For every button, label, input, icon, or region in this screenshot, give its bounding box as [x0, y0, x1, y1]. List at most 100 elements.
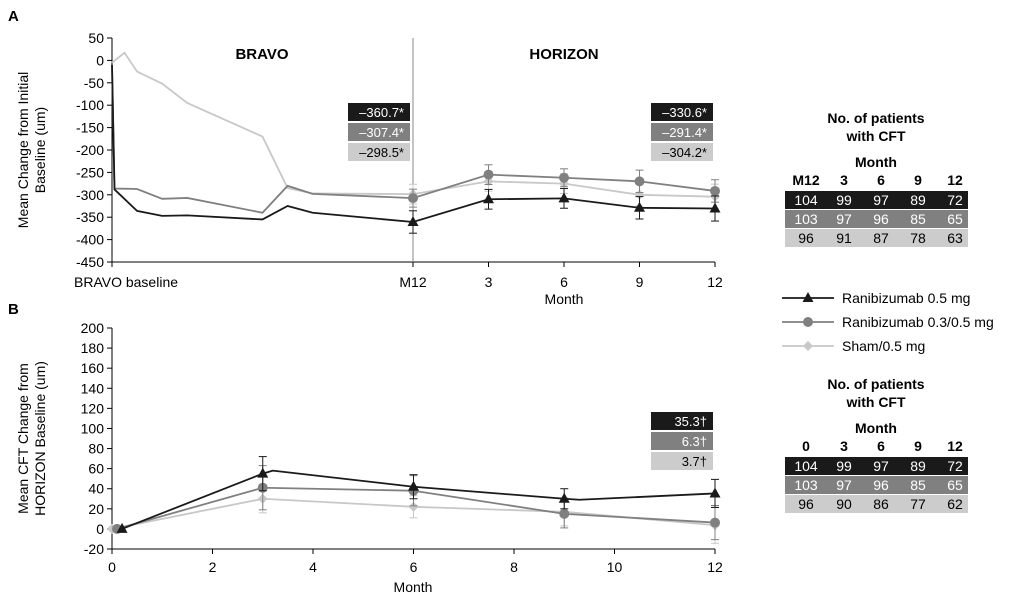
data-point	[709, 487, 721, 498]
x-tick-label: 10	[607, 559, 623, 575]
annotation-m12-box	[348, 143, 410, 161]
table-header: 3	[840, 438, 848, 454]
series-triangle	[116, 456, 721, 533]
annotation-month-12-box	[651, 432, 713, 450]
legend: Ranibizumab 0.5 mg Ranibizumab 0.3/0.5 mg…	[782, 290, 994, 354]
x-tick-label: 12	[707, 559, 723, 575]
data-point	[558, 492, 570, 503]
table-cell: 97	[873, 458, 889, 474]
data-point	[257, 467, 269, 478]
table-row	[785, 495, 968, 513]
data-point	[710, 517, 720, 528]
y-tick-label: -400	[76, 232, 104, 248]
table-cell: 78	[910, 230, 926, 246]
table-cell: 103	[794, 211, 818, 227]
series-circle	[111, 64, 720, 214]
y-tick-label: -350	[76, 209, 104, 225]
x-tick-label: 2	[209, 559, 217, 575]
table-header: 3	[840, 172, 848, 188]
table-cell: 96	[798, 230, 814, 246]
table-cell: 99	[836, 192, 852, 208]
annotation-month-12-value: 35.3†	[674, 414, 707, 429]
table-header: 0	[802, 438, 810, 454]
y-tick-label: -100	[76, 97, 104, 113]
x-tick-label: 4	[309, 559, 317, 575]
data-point	[709, 202, 721, 213]
patients-table-a: No. of patients with CFT Month M12 3 6 9 12 104 9…	[785, 110, 968, 247]
table-subtitle: Month	[855, 420, 897, 436]
annotation-month-12-value: 6.3†	[682, 434, 707, 449]
legend-label: Ranibizumab 0.3/0.5 mg	[842, 314, 994, 330]
legend-label: Ranibizumab 0.5 mg	[842, 290, 970, 306]
y-axis-label-line: Baseline (um)	[32, 107, 48, 193]
x-tick-label: 12	[707, 274, 723, 290]
table-cell: 97	[836, 477, 852, 493]
data-point	[483, 193, 494, 204]
table-cell: 85	[910, 477, 926, 493]
table-cell: 104	[794, 192, 818, 208]
series-circle	[112, 465, 720, 541]
table-cell: 96	[873, 211, 889, 227]
y-tick-label: -300	[76, 187, 104, 203]
data-point	[559, 508, 570, 519]
annotation-m12-box	[348, 103, 410, 121]
table-subtitle: Month	[855, 154, 897, 170]
data-point	[559, 172, 569, 183]
table-cell: 96	[873, 477, 889, 493]
table-header: 9	[914, 172, 922, 188]
panel-a: A Mean Change from InitialBaseline (um) 50…	[8, 8, 723, 307]
table-row	[785, 476, 968, 494]
table-cell: 85	[910, 211, 926, 227]
annotation-horizon-12-value: –330.6*	[662, 105, 707, 120]
y-axis-label-line: Mean CFT Change from	[15, 363, 31, 514]
data-point	[408, 501, 419, 512]
y-tick-label: -150	[76, 120, 104, 136]
table-cell: 77	[910, 496, 926, 512]
patients-table-b: No. of patients with CFT Month 0 3 6 9 12 104 99 9…	[785, 376, 968, 513]
panel-b-label: B	[8, 301, 19, 318]
table-cell: 90	[836, 496, 852, 512]
legend-item: Ranibizumab 0.3/0.5 mg	[782, 314, 994, 330]
legend-item: Ranibizumab 0.5 mg	[782, 290, 970, 306]
table-cell: 87	[873, 230, 889, 246]
annotation-m12-value: –307.4*	[359, 125, 404, 140]
y-tick-label: 0	[96, 521, 104, 537]
table-cell: 65	[947, 477, 963, 493]
legend-label: Sham/0.5 mg	[842, 338, 925, 354]
annotation-m12-value: –360.7*	[359, 105, 404, 120]
table-cell: 96	[798, 496, 814, 512]
legend-marker-circle	[803, 317, 813, 327]
y-tick-label: 100	[81, 420, 105, 436]
x-tick-label: M12	[399, 274, 426, 290]
table-header: 12	[947, 172, 963, 188]
panel-a-label: A	[8, 8, 19, 25]
annotation-horizon-12-value: –291.4*	[662, 125, 707, 140]
table-header: 6	[877, 438, 885, 454]
y-tick-label: 0	[96, 52, 104, 68]
table-row	[785, 210, 968, 228]
table-cell: 91	[836, 230, 852, 246]
table-cell: 99	[836, 458, 852, 474]
panel-b: B Mean CFT Change fromHORIZON Baseline (u…	[8, 301, 723, 595]
y-tick-label: 80	[88, 441, 104, 457]
y-tick-label: 60	[88, 461, 104, 477]
table-cell: 103	[794, 477, 818, 493]
series-diamond	[111, 51, 720, 210]
annotation-month-12-box	[651, 412, 713, 430]
data-point	[483, 169, 494, 180]
data-point	[116, 522, 128, 533]
period-label-bravo: BRAVO	[235, 46, 288, 63]
table-cell: 65	[947, 211, 963, 227]
x-tick-label: 0	[108, 559, 116, 575]
legend-item: Sham/0.5 mg	[782, 338, 925, 354]
data-point	[558, 192, 570, 203]
period-label-horizon: HORIZON	[529, 46, 598, 63]
table-title: No. of patients	[827, 110, 924, 126]
table-cell: 97	[836, 211, 852, 227]
table-cell: 97	[873, 192, 889, 208]
data-point	[634, 201, 645, 212]
table-row	[785, 191, 968, 209]
x-axis-label: Month	[545, 291, 584, 307]
annotation-m12-value: –298.5*	[359, 145, 404, 160]
table-header: 6	[877, 172, 885, 188]
